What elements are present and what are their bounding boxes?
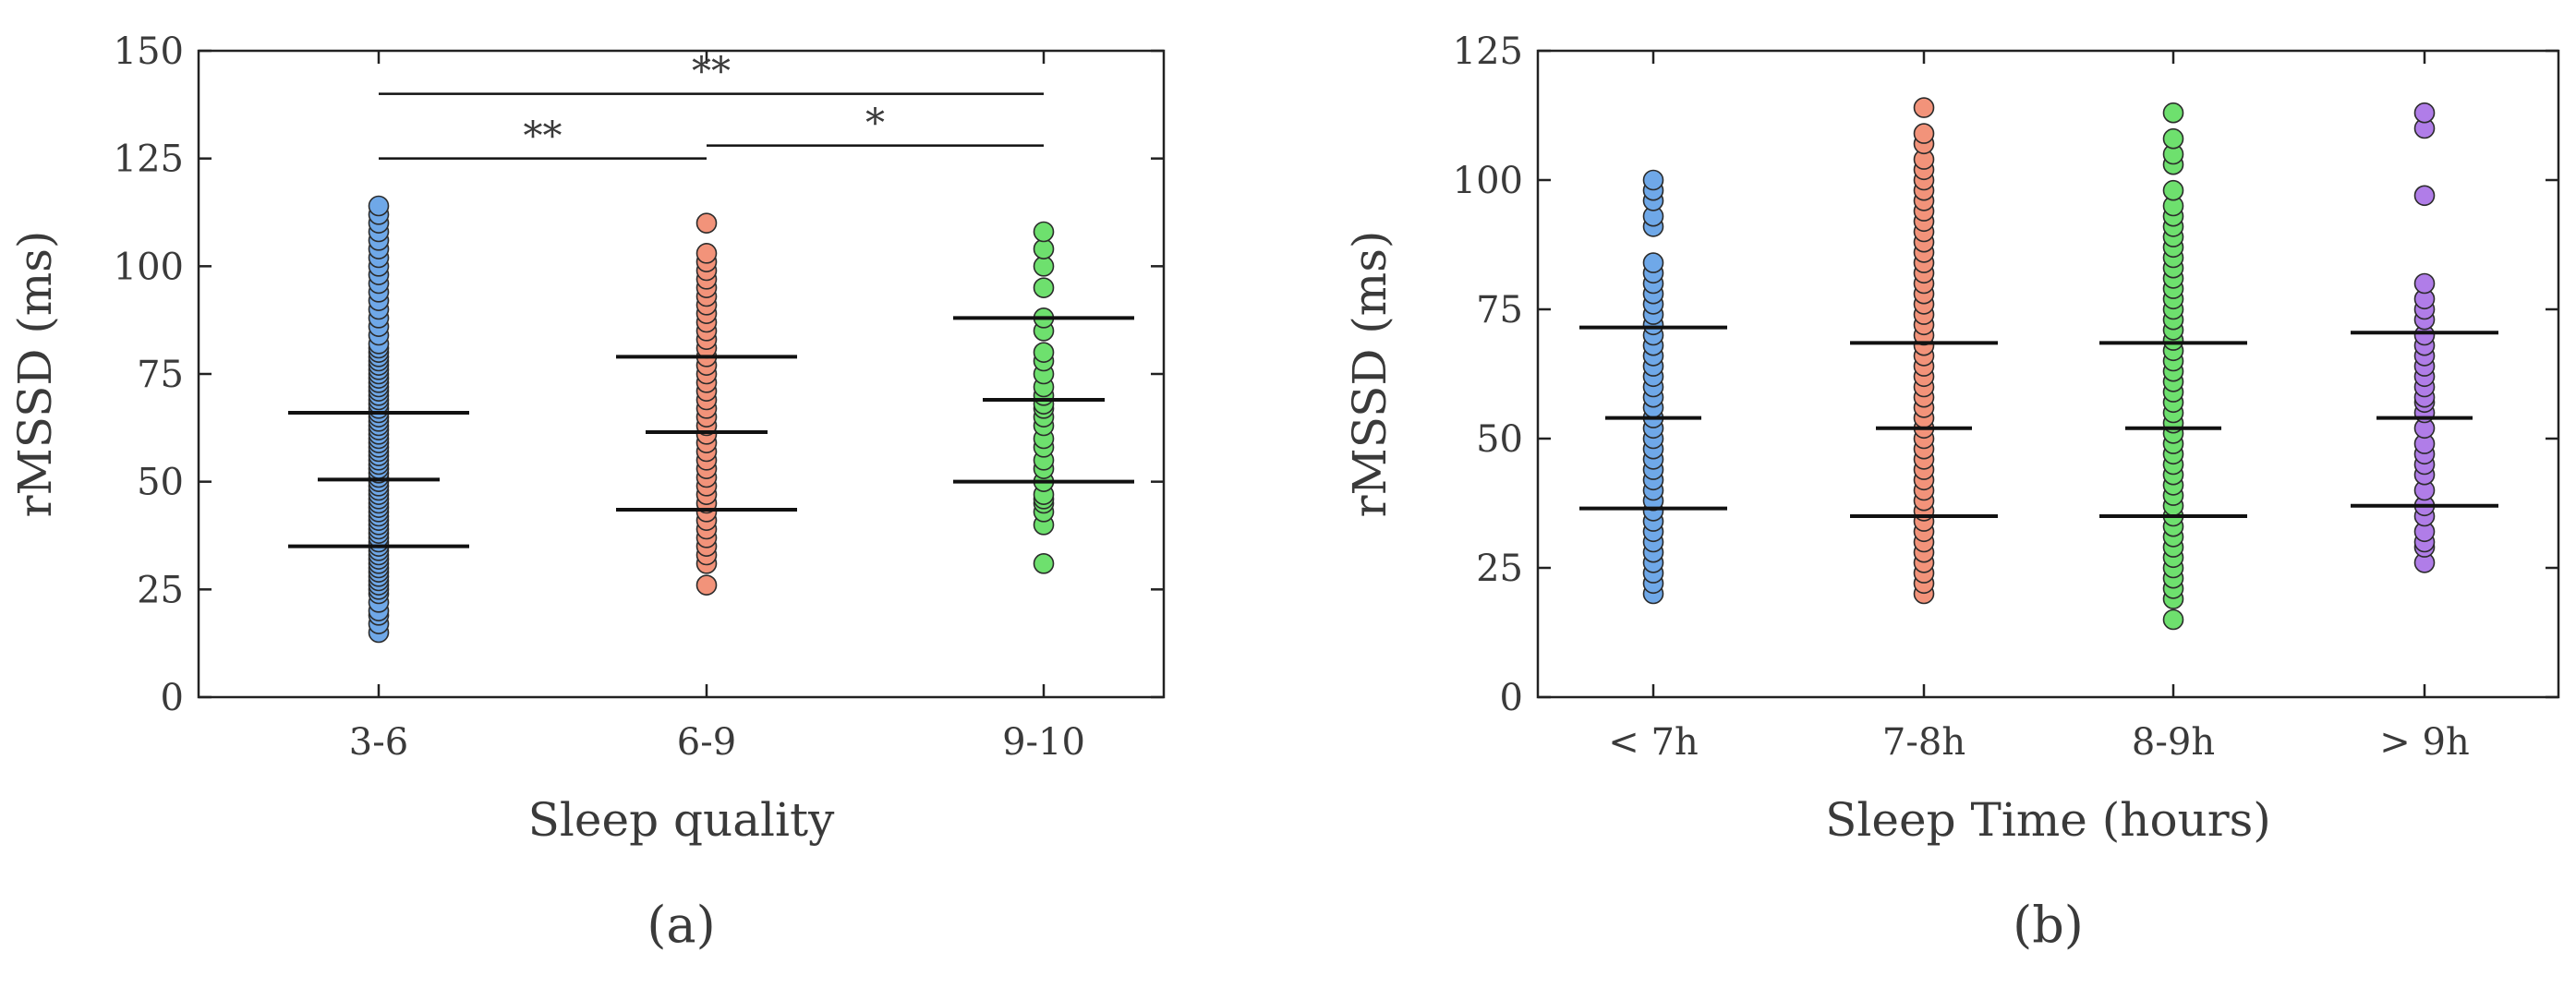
y-tick-label: 100: [1453, 160, 1523, 202]
x-axis-label: Sleep Time (hours): [1825, 793, 2271, 847]
data-point: [695, 574, 718, 596]
y-tick-label: 25: [137, 569, 184, 611]
panel-b: 0 25 50 75 100 125 < 7h 7-8h 8-9h > 9h Sleep Time …: [1343, 30, 2560, 954]
data-point: [1642, 252, 1664, 273]
x-tick-label: 8-9h: [2132, 721, 2215, 764]
data-point: [1033, 342, 1055, 363]
data-point: [2413, 272, 2436, 295]
data-point: [368, 195, 390, 217]
y-tick-label: 75: [1476, 289, 1523, 331]
data-point: [2162, 127, 2184, 150]
data-point: [695, 212, 718, 234]
data-point: [1913, 123, 1935, 144]
data-point: [2413, 102, 2436, 124]
panel-label: (b): [2013, 896, 2084, 954]
y-tick-label: 100: [114, 246, 184, 288]
group-8-9h: [2099, 102, 2247, 631]
panel-label: (a): [647, 896, 715, 954]
x-tick-label: 9-10: [1002, 721, 1085, 764]
x-axis-label: Sleep quality: [528, 793, 835, 847]
y-tick-label: 125: [1453, 30, 1523, 73]
y-tick-label: 25: [1476, 548, 1523, 590]
y-tick-label: 150: [114, 30, 184, 73]
panel-a: 0 25 50 75 100 125 150 3-6 6-9 9-10 Sleep quality r…: [8, 30, 1166, 954]
y-axis-label: rMSSD (ms): [1343, 231, 1397, 518]
y-tick-label: 50: [1476, 418, 1523, 461]
group-6-9: [616, 212, 797, 596]
significance-label: **: [692, 49, 731, 94]
group-7-8h: [1850, 97, 1998, 605]
x-tick-label: < 7h: [1608, 721, 1698, 764]
data-point: [1033, 221, 1055, 243]
data-point: [1033, 277, 1055, 298]
data-point: [2162, 179, 2184, 201]
data-point: [1033, 238, 1055, 259]
y-axis-label: rMSSD (ms): [8, 231, 62, 518]
plot-frame: [197, 49, 1166, 699]
y-tick-label: 75: [137, 354, 184, 396]
significance-label: **: [524, 114, 562, 159]
data-point: [1033, 553, 1055, 574]
data-point: [2413, 185, 2436, 207]
y-tick-label: 50: [137, 462, 184, 504]
x-tick-label: 6-9: [677, 721, 736, 764]
data-point: [2162, 102, 2184, 124]
data-point: [1642, 169, 1664, 191]
x-tick-label: > 9h: [2379, 721, 2469, 764]
significance-label: *: [865, 101, 885, 146]
group-9h: [2351, 102, 2498, 573]
plot-frame: [1536, 49, 2560, 699]
x-tick-label: 3-6: [349, 721, 408, 764]
group-9-10: [953, 221, 1134, 574]
group-7h: [1579, 169, 1727, 605]
y-tick-label: 125: [114, 139, 184, 181]
group-3-6: [288, 195, 469, 644]
x-tick-label: 7-8h: [1882, 721, 1965, 764]
data-point: [695, 243, 718, 264]
y-tick-label: 0: [161, 677, 184, 719]
data-point: [2162, 608, 2184, 631]
data-point: [1033, 256, 1055, 277]
data-point: [1913, 97, 1935, 118]
y-tick-label: 0: [1500, 677, 1523, 719]
